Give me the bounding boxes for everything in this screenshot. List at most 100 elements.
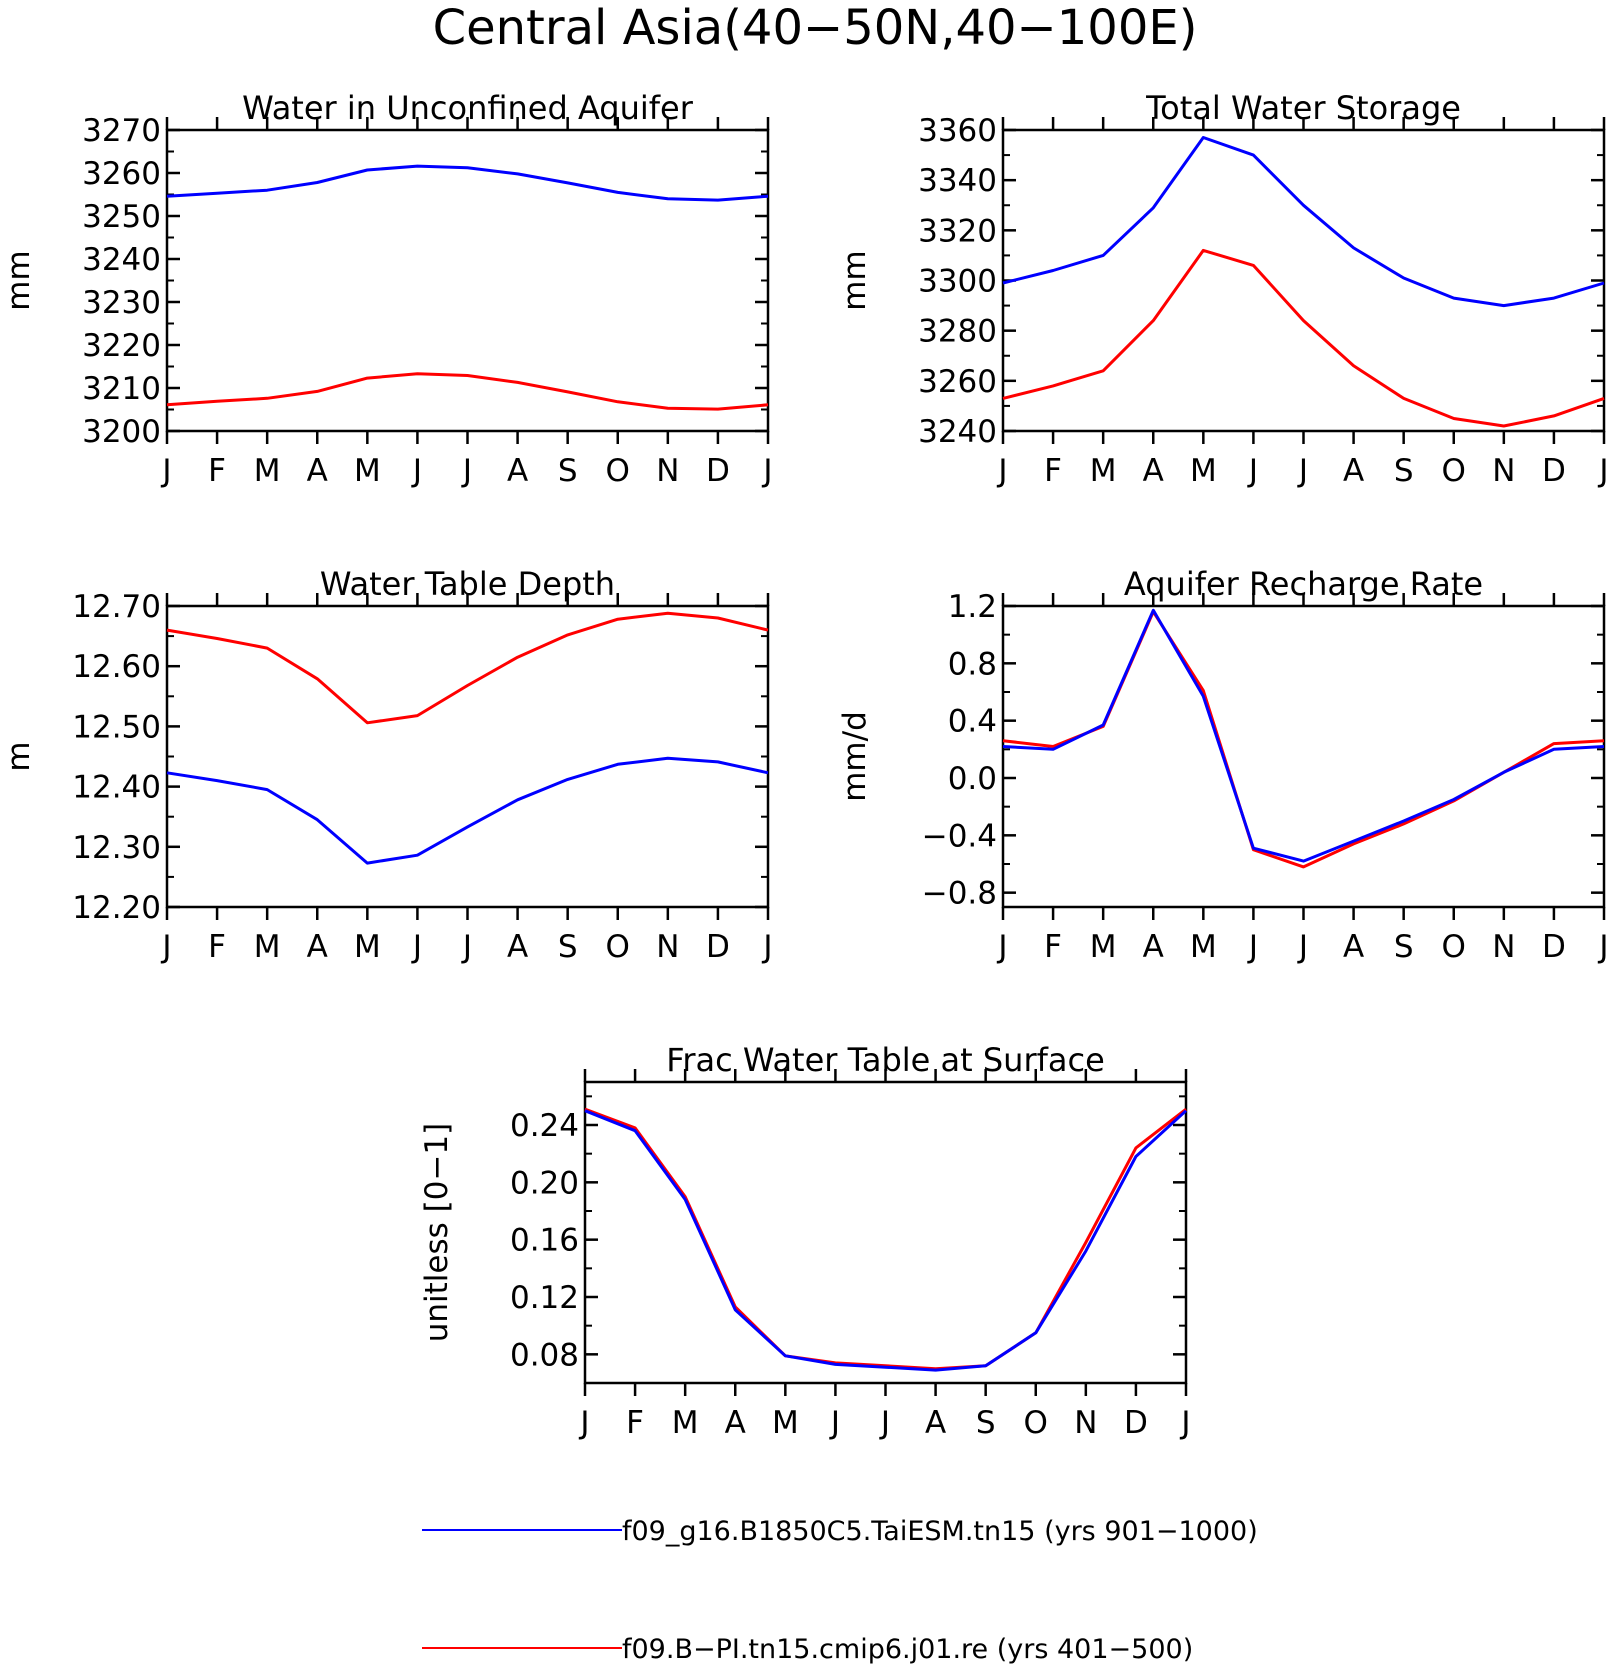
x-tick-label: D [1542, 929, 1566, 965]
chart-panel-2: Total Water Storagemm3240326032803300332… [837, 89, 1609, 489]
x-tick-label: O [1442, 453, 1466, 489]
x-tick-label: A [507, 929, 528, 965]
series-line-1 [166, 756, 769, 865]
y-tick-label: 0.4 [948, 704, 997, 740]
x-tick-label: F [1044, 453, 1062, 489]
x-tick-label: A [1143, 929, 1164, 965]
x-tick-label: O [606, 453, 630, 489]
x-tick-label: A [1343, 453, 1364, 489]
x-tick-label: D [1124, 1405, 1148, 1441]
y-tick-label: 0.08 [510, 1337, 579, 1373]
y-tick-label: 3260 [918, 364, 997, 400]
x-tick-label: J [578, 1405, 589, 1441]
x-tick-label: S [558, 929, 578, 965]
y-tick-label: 3270 [82, 113, 161, 149]
y-tick-label: 3240 [918, 414, 997, 450]
x-tick-label: D [706, 929, 730, 965]
plot-frame [1001, 128, 1606, 433]
y-axis-label: mm [837, 250, 873, 310]
y-tick-label: 12.70 [72, 589, 161, 625]
x-tick-label: J [411, 929, 422, 965]
y-tick-label: 3250 [82, 199, 161, 235]
x-tick-label: M [772, 1405, 799, 1441]
x-tick-label: N [1074, 1405, 1097, 1441]
y-axis-label: m [1, 741, 37, 771]
y-tick-label: 1.2 [948, 589, 997, 625]
legend-label-2: f09.B−PI.tn15.cmip6.j01.re (yrs 401−500) [622, 1634, 1193, 1665]
y-tick-label: 12.50 [72, 709, 161, 745]
chart-panel-4: Aquifer Recharge Ratemm/d−0.8−0.40.00.40… [837, 565, 1609, 965]
x-tick-label: A [925, 1405, 946, 1441]
series-line-1 [1002, 136, 1605, 308]
y-tick-label: 3360 [918, 113, 997, 149]
x-tick-label: J [411, 453, 422, 489]
y-tick-label: 3210 [82, 371, 161, 407]
x-tick-label: J [829, 1405, 840, 1441]
y-tick-label: 3230 [82, 285, 161, 321]
x-tick-label: O [1442, 929, 1466, 965]
x-tick-label: N [656, 929, 679, 965]
series-line-1 [584, 1107, 1187, 1371]
x-tick-label: M [354, 453, 381, 489]
chart-panel-3: Water Table Depthm12.2012.3012.4012.5012… [1, 565, 773, 965]
y-tick-label: 12.20 [72, 890, 161, 926]
x-tick-label: J [160, 929, 171, 965]
x-tick-label: F [208, 453, 226, 489]
y-tick-label: 0.24 [510, 1108, 579, 1144]
plot-frame [165, 604, 770, 909]
y-tick-label: 0.16 [510, 1223, 579, 1259]
y-tick-label: −0.8 [922, 876, 997, 912]
legend-label-1: f09_g16.B1850C5.TaiESM.tn15 (yrs 901−100… [622, 1516, 1258, 1547]
x-tick-label: J [1179, 1405, 1190, 1441]
x-tick-label: F [626, 1405, 644, 1441]
y-tick-label: 12.30 [72, 830, 161, 866]
y-tick-label: 0.20 [510, 1165, 579, 1201]
y-tick-label: 3300 [918, 264, 997, 300]
y-tick-label: 12.40 [72, 770, 161, 806]
x-tick-label: J [461, 929, 472, 965]
y-tick-label: 12.60 [72, 649, 161, 685]
x-tick-label: A [307, 929, 328, 965]
x-tick-label: S [558, 453, 578, 489]
x-tick-label: M [1090, 453, 1117, 489]
x-tick-label: S [1394, 453, 1414, 489]
x-tick-label: J [1247, 453, 1258, 489]
y-axis-label: mm [1, 250, 37, 310]
y-tick-label: 0.8 [948, 646, 997, 682]
x-tick-label: O [1024, 1405, 1048, 1441]
legend: f09_g16.B1850C5.TaiESM.tn15 (yrs 901−100… [422, 1516, 1258, 1665]
series-line-2 [584, 1109, 1188, 1372]
y-tick-label: 3200 [82, 414, 161, 450]
x-tick-label: A [1143, 453, 1164, 489]
x-tick-label: J [761, 929, 772, 965]
x-tick-label: A [507, 453, 528, 489]
x-tick-label: A [725, 1405, 746, 1441]
series-line-1 [166, 164, 769, 202]
chart-panel-1: Water in Unconfined Aquifermm32003210322… [1, 89, 773, 489]
x-tick-label: N [656, 453, 679, 489]
y-tick-label: 3240 [82, 242, 161, 278]
x-tick-label: F [1044, 929, 1062, 965]
x-tick-label: A [307, 453, 328, 489]
x-tick-label: J [996, 453, 1007, 489]
x-tick-label: F [208, 929, 226, 965]
series-line-2 [1002, 248, 1605, 428]
x-tick-label: J [1597, 929, 1608, 965]
x-tick-label: J [160, 453, 171, 489]
x-tick-label: M [1190, 453, 1217, 489]
x-tick-label: M [1090, 929, 1117, 965]
x-tick-label: M [254, 929, 281, 965]
y-tick-label: 0.12 [510, 1280, 579, 1316]
x-tick-label: A [1343, 929, 1364, 965]
chart-panels: Water in Unconfined Aquifermm32003210322… [1, 89, 1609, 1441]
y-axis-label: unitless [0−1] [419, 1123, 455, 1343]
x-tick-label: N [1492, 929, 1515, 965]
x-tick-label: M [672, 1405, 699, 1441]
x-tick-label: J [1297, 453, 1308, 489]
series-line-2 [166, 611, 769, 725]
x-tick-label: J [1297, 929, 1308, 965]
y-tick-label: 3260 [82, 156, 161, 192]
x-tick-label: J [461, 453, 472, 489]
